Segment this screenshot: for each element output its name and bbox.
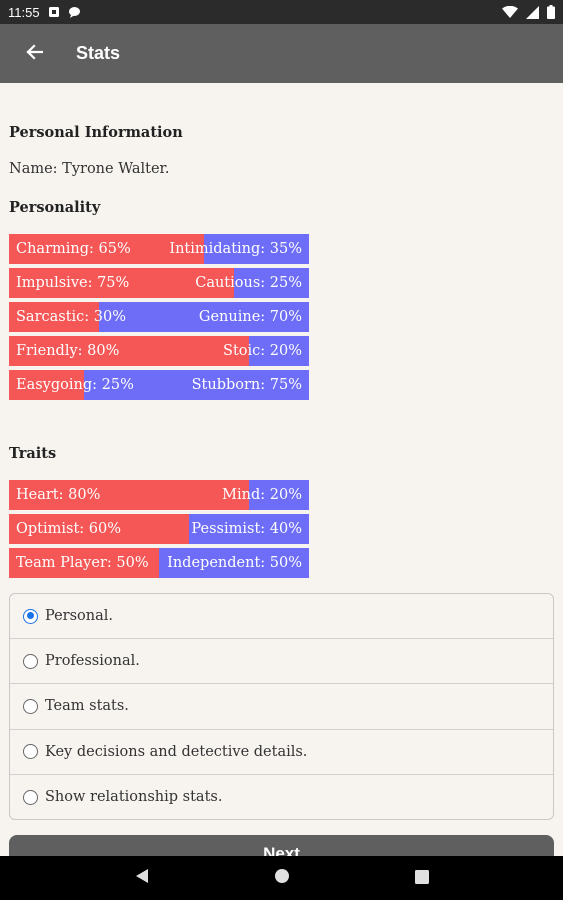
personal-info-heading: Personal Information bbox=[9, 124, 183, 141]
option-label: Personal. bbox=[45, 608, 114, 625]
personality-bar: Friendly: 80% Stoic: 20% bbox=[9, 336, 309, 366]
option-relationship-stats[interactable]: Show relationship stats. bbox=[10, 775, 553, 820]
bar-right-label: Stoic: 20% bbox=[223, 343, 302, 359]
square-recents-icon bbox=[414, 869, 429, 888]
option-personal[interactable]: Personal. bbox=[10, 594, 553, 640]
radio-button[interactable] bbox=[23, 744, 38, 760]
bar-left-fill bbox=[9, 548, 159, 578]
bar-left-label: Team Player: 50% bbox=[16, 555, 149, 571]
option-label: Professional. bbox=[45, 653, 140, 670]
back-button[interactable] bbox=[6, 24, 62, 83]
radio-button[interactable] bbox=[23, 608, 38, 624]
radio-button[interactable] bbox=[23, 698, 38, 714]
personality-bar: Easygoing: 25% Stubborn: 75% bbox=[9, 370, 309, 400]
system-nav-bar bbox=[0, 856, 563, 900]
traits-heading: Traits bbox=[9, 445, 57, 462]
bar-left-fill bbox=[9, 234, 204, 264]
option-label: Show relationship stats. bbox=[45, 789, 223, 806]
app-bar: Stats bbox=[0, 24, 563, 83]
trait-bar: Optimist: 60% Pessimist: 40% bbox=[9, 514, 309, 544]
option-label: Key decisions and detective details. bbox=[45, 743, 308, 760]
bar-left-fill bbox=[9, 514, 189, 544]
notification-icon bbox=[48, 6, 60, 18]
status-bar: 11:55 bbox=[0, 0, 563, 24]
stats-content: Personal Information Name: Tyrone Walter… bbox=[0, 83, 563, 856]
bar-right-label: Cautious: 25% bbox=[195, 275, 302, 291]
bar-right-label: Mind: 20% bbox=[222, 487, 302, 503]
bar-left-label: Optimist: 60% bbox=[16, 521, 122, 537]
bar-left-fill bbox=[9, 370, 84, 400]
option-label: Team stats. bbox=[45, 698, 129, 715]
signal-icon bbox=[526, 5, 539, 19]
nav-back-button[interactable] bbox=[122, 858, 162, 898]
status-time: 11:55 bbox=[8, 4, 40, 20]
bar-left-label: Heart: 80% bbox=[16, 487, 101, 503]
nav-home-button[interactable] bbox=[262, 858, 302, 898]
bar-left-label: Impulsive: 75% bbox=[16, 275, 130, 291]
bar-left-fill bbox=[9, 480, 249, 510]
bar-left-label: Charming: 65% bbox=[16, 241, 131, 257]
bar-left-fill bbox=[9, 268, 234, 298]
bar-left-label: Friendly: 80% bbox=[16, 343, 120, 359]
bar-left-fill bbox=[9, 336, 249, 366]
arrow-left-icon bbox=[25, 43, 44, 65]
circle-home-icon bbox=[274, 868, 290, 888]
trait-bar: Team Player: 50% Independent: 50% bbox=[9, 548, 309, 578]
bar-right-label: Intimidating: 35% bbox=[169, 241, 302, 257]
bar-right-label: Pessimist: 40% bbox=[191, 521, 302, 537]
trait-bar: Heart: 80% Mind: 20% bbox=[9, 480, 309, 510]
radio-button[interactable] bbox=[23, 653, 38, 669]
nav-recents-button[interactable] bbox=[402, 858, 442, 898]
character-name: Name: Tyrone Walter. bbox=[9, 161, 170, 177]
chat-icon bbox=[68, 6, 81, 18]
option-team-stats[interactable]: Team stats. bbox=[10, 684, 553, 730]
bar-left-fill bbox=[9, 302, 99, 332]
radio-button[interactable] bbox=[23, 789, 38, 805]
wifi-icon bbox=[502, 6, 518, 18]
triangle-back-icon bbox=[135, 868, 149, 888]
option-professional[interactable]: Professional. bbox=[10, 639, 553, 685]
battery-icon bbox=[547, 5, 555, 19]
personality-bar: Charming: 65% Intimidating: 35% bbox=[9, 234, 309, 264]
personality-bar: Impulsive: 75% Cautious: 25% bbox=[9, 268, 309, 298]
option-key-decisions[interactable]: Key decisions and detective details. bbox=[10, 730, 553, 775]
bar-right-label: Stubborn: 75% bbox=[191, 377, 302, 393]
bar-right-label: Independent: 50% bbox=[167, 555, 302, 571]
personality-heading: Personality bbox=[9, 199, 101, 216]
bar-left-label: Easygoing: 25% bbox=[16, 377, 134, 393]
bar-right-label: Genuine: 70% bbox=[198, 309, 302, 325]
page-title: Stats bbox=[76, 43, 121, 63]
next-button-label: Next bbox=[263, 844, 300, 856]
bar-left-label: Sarcastic: 30% bbox=[16, 309, 127, 325]
next-button[interactable]: Next bbox=[9, 835, 554, 856]
stats-option-group: Personal. Professional. Team stats. Key … bbox=[9, 593, 554, 820]
personality-bar: Sarcastic: 30% Genuine: 70% bbox=[9, 302, 309, 332]
